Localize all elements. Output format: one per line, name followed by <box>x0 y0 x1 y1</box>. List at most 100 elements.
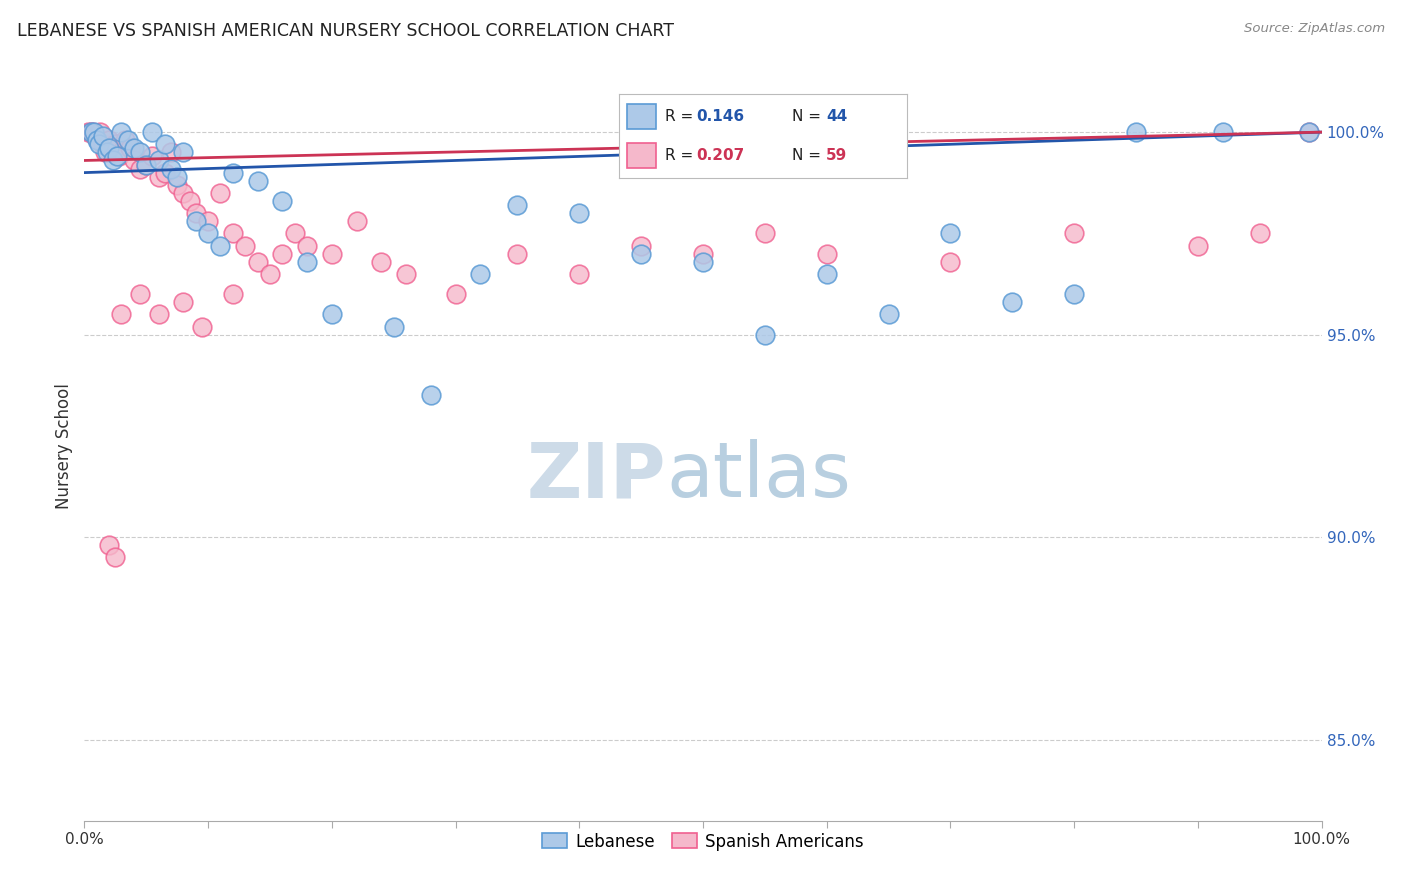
Point <box>568 267 591 281</box>
Point <box>84 129 107 144</box>
Point <box>568 206 591 220</box>
Point <box>89 125 111 139</box>
Text: 44: 44 <box>827 109 848 124</box>
Text: N =: N = <box>792 109 825 124</box>
Point <box>83 125 105 139</box>
Point <box>295 254 318 268</box>
Legend: Lebanese, Spanish Americans: Lebanese, Spanish Americans <box>536 826 870 857</box>
Text: 59: 59 <box>827 148 848 163</box>
Point <box>96 145 118 160</box>
Point <box>98 538 121 552</box>
Text: atlas: atlas <box>666 440 851 514</box>
Point <box>222 166 245 180</box>
Point <box>271 194 294 208</box>
Point <box>148 169 170 184</box>
Point <box>110 125 132 139</box>
Point <box>197 214 219 228</box>
Point <box>141 149 163 163</box>
Point <box>77 125 100 139</box>
Point <box>153 166 176 180</box>
Point <box>98 141 121 155</box>
Point <box>160 161 183 176</box>
Point <box>754 327 776 342</box>
Point <box>184 206 207 220</box>
Bar <box>627 103 657 129</box>
Point <box>506 246 529 260</box>
Text: ZIP: ZIP <box>526 440 666 514</box>
Point <box>1063 287 1085 301</box>
Point <box>1212 125 1234 139</box>
Point <box>166 169 188 184</box>
Point <box>104 550 127 565</box>
Point <box>284 227 307 241</box>
Point <box>94 145 117 160</box>
Point <box>321 246 343 260</box>
Point <box>419 388 441 402</box>
Point <box>815 267 838 281</box>
Point <box>101 153 124 168</box>
Point <box>153 137 176 152</box>
Point <box>209 186 232 200</box>
Point <box>91 129 114 144</box>
Point <box>166 178 188 192</box>
Point <box>129 287 152 301</box>
Point <box>135 157 157 171</box>
Point <box>100 141 122 155</box>
Point <box>506 198 529 212</box>
Point <box>110 145 132 160</box>
Point <box>91 137 114 152</box>
Point <box>197 227 219 241</box>
Point <box>110 307 132 321</box>
Point <box>1298 125 1320 139</box>
Point <box>120 141 142 155</box>
Point <box>222 287 245 301</box>
Point <box>754 227 776 241</box>
Point <box>444 287 467 301</box>
Point <box>209 238 232 252</box>
Point <box>877 307 900 321</box>
Bar <box>627 143 657 169</box>
Point <box>370 254 392 268</box>
Point <box>630 238 652 252</box>
Point <box>89 137 111 152</box>
Point <box>129 161 152 176</box>
Text: Source: ZipAtlas.com: Source: ZipAtlas.com <box>1244 22 1385 36</box>
Point <box>692 246 714 260</box>
Point <box>135 157 157 171</box>
Text: 0.146: 0.146 <box>696 109 745 124</box>
Point <box>104 137 127 152</box>
Point <box>148 307 170 321</box>
Point <box>692 254 714 268</box>
Point <box>1298 125 1320 139</box>
Point <box>172 145 194 160</box>
Point <box>114 133 136 147</box>
Point <box>79 125 101 139</box>
Point <box>382 319 405 334</box>
Point <box>630 246 652 260</box>
Point <box>815 246 838 260</box>
Point <box>295 238 318 252</box>
Point <box>1001 295 1024 310</box>
Point <box>1125 125 1147 139</box>
Text: 0.207: 0.207 <box>696 148 745 163</box>
Text: N =: N = <box>792 148 825 163</box>
Point <box>395 267 418 281</box>
Point <box>939 254 962 268</box>
Point <box>222 227 245 241</box>
Point <box>246 174 269 188</box>
Point <box>470 267 492 281</box>
Point <box>1187 238 1209 252</box>
Point <box>108 149 131 163</box>
Point <box>148 153 170 168</box>
Point <box>1249 227 1271 241</box>
Point <box>346 214 368 228</box>
Point <box>98 133 121 147</box>
Text: R =: R = <box>665 148 697 163</box>
Point <box>141 125 163 139</box>
Point <box>129 145 152 160</box>
Point <box>160 145 183 160</box>
Point <box>246 254 269 268</box>
Point <box>172 295 194 310</box>
Y-axis label: Nursery School: Nursery School <box>55 383 73 509</box>
Point <box>271 246 294 260</box>
